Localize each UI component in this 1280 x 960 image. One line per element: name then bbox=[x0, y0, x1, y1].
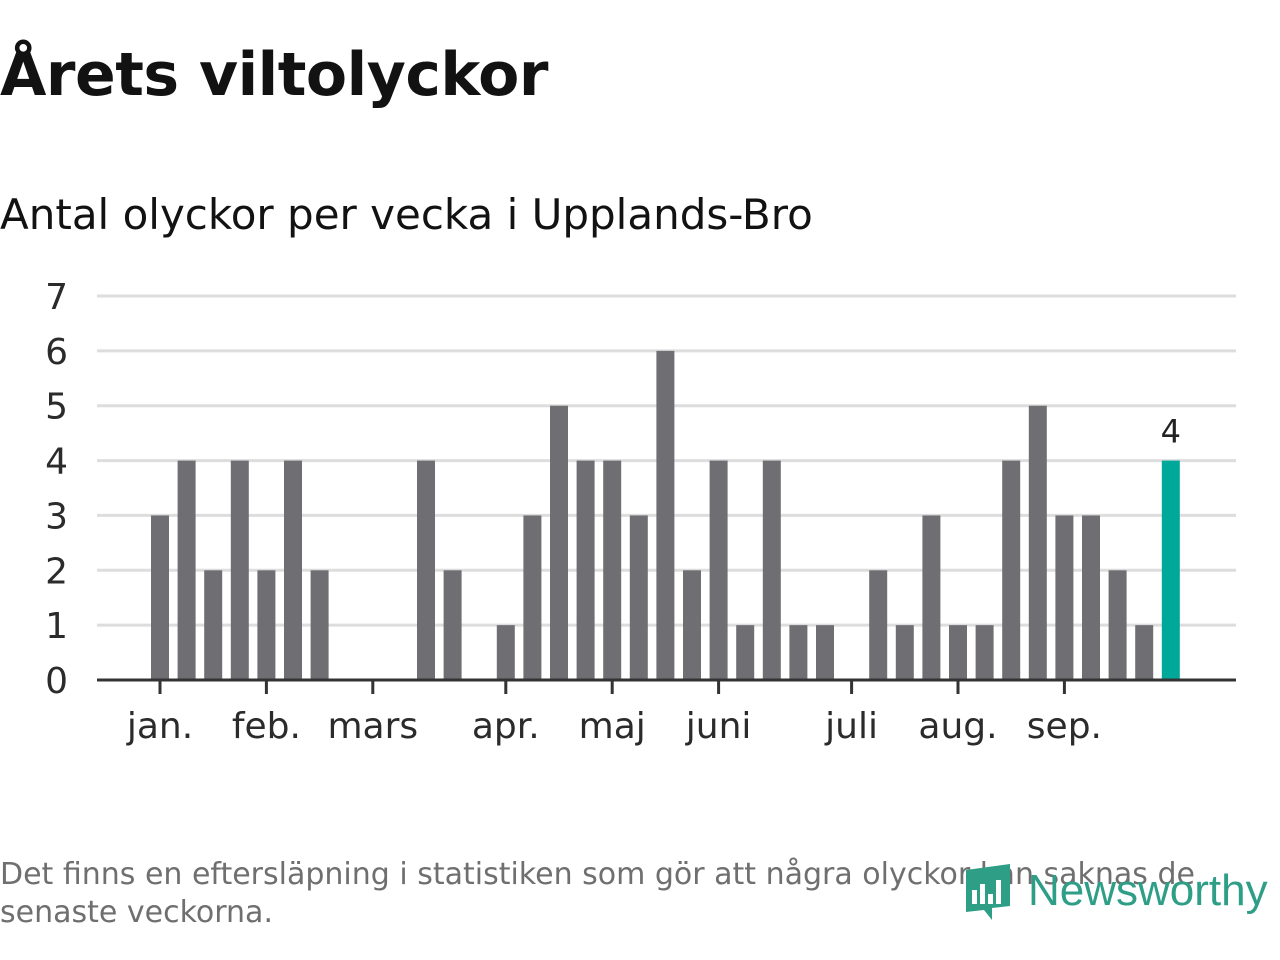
data-label: 4 bbox=[1161, 413, 1181, 451]
bar bbox=[603, 460, 622, 680]
bar bbox=[949, 625, 967, 680]
x-tick-label: sep. bbox=[1027, 706, 1102, 747]
x-tick-label: maj bbox=[579, 706, 646, 747]
chart-title: Årets viltolyckor bbox=[0, 40, 549, 110]
bar bbox=[204, 570, 223, 680]
y-tick-label: 7 bbox=[45, 277, 68, 318]
newsworthy-logo-icon bbox=[966, 864, 1010, 920]
bar bbox=[975, 625, 994, 680]
newsworthy-logo: Newsworthy bbox=[962, 860, 1268, 922]
x-axis-labels: jan. feb. mars apr. maj juni juli aug. sep. bbox=[126, 706, 1102, 747]
x-axis bbox=[97, 678, 1236, 694]
bar bbox=[895, 625, 914, 680]
bar bbox=[1028, 405, 1047, 680]
bar bbox=[816, 625, 834, 680]
bar bbox=[922, 515, 941, 680]
bar bbox=[1002, 460, 1021, 680]
bar bbox=[1108, 570, 1127, 680]
bar bbox=[629, 515, 648, 680]
bar bbox=[550, 405, 568, 680]
bar bbox=[443, 570, 462, 680]
bar bbox=[576, 460, 595, 680]
bar bbox=[230, 460, 249, 680]
bar bbox=[1135, 625, 1154, 680]
y-tick-label: 6 bbox=[45, 332, 68, 373]
x-tick-label: feb. bbox=[232, 706, 301, 747]
x-tick-label: aug. bbox=[918, 706, 997, 747]
bar bbox=[417, 460, 435, 680]
bar bbox=[656, 350, 675, 680]
bar bbox=[1055, 515, 1074, 680]
bar-chart: 0 1 2 3 4 5 6 7 jan. feb. mars apr. maj juni juli aug.… bbox=[45, 277, 1236, 747]
bar-highlight bbox=[1161, 460, 1180, 680]
chart-subtitle: Antal olyckor per vecka i Upplands-Bro bbox=[0, 190, 813, 239]
bar bbox=[762, 460, 781, 680]
bar bbox=[683, 570, 701, 680]
bar bbox=[310, 570, 329, 680]
bar bbox=[496, 625, 515, 680]
y-tick-label: 1 bbox=[45, 606, 68, 647]
y-tick-label: 0 bbox=[45, 661, 68, 702]
annotations: 4 bbox=[1161, 413, 1181, 451]
bars bbox=[151, 350, 1180, 680]
bar bbox=[151, 515, 169, 680]
bar bbox=[1082, 515, 1100, 680]
bar bbox=[177, 460, 196, 680]
bar bbox=[789, 625, 808, 680]
bar bbox=[869, 570, 888, 680]
x-tick-label: juni bbox=[685, 706, 752, 747]
x-tick-label: jan. bbox=[126, 706, 193, 747]
x-tick-label: juli bbox=[824, 706, 878, 747]
bar bbox=[257, 570, 276, 680]
y-axis-labels: 0 1 2 3 4 5 6 7 bbox=[45, 277, 68, 702]
bar bbox=[736, 625, 755, 680]
bar bbox=[284, 460, 302, 680]
x-tick-label: mars bbox=[327, 706, 418, 747]
newsworthy-logo-text: Newsworthy bbox=[1028, 866, 1268, 915]
y-tick-label: 2 bbox=[45, 551, 68, 592]
y-tick-label: 4 bbox=[45, 442, 68, 483]
bar bbox=[709, 460, 728, 680]
x-tick-label: apr. bbox=[472, 706, 540, 747]
y-tick-label: 3 bbox=[45, 496, 68, 537]
y-tick-label: 5 bbox=[45, 387, 68, 428]
bar bbox=[523, 515, 542, 680]
